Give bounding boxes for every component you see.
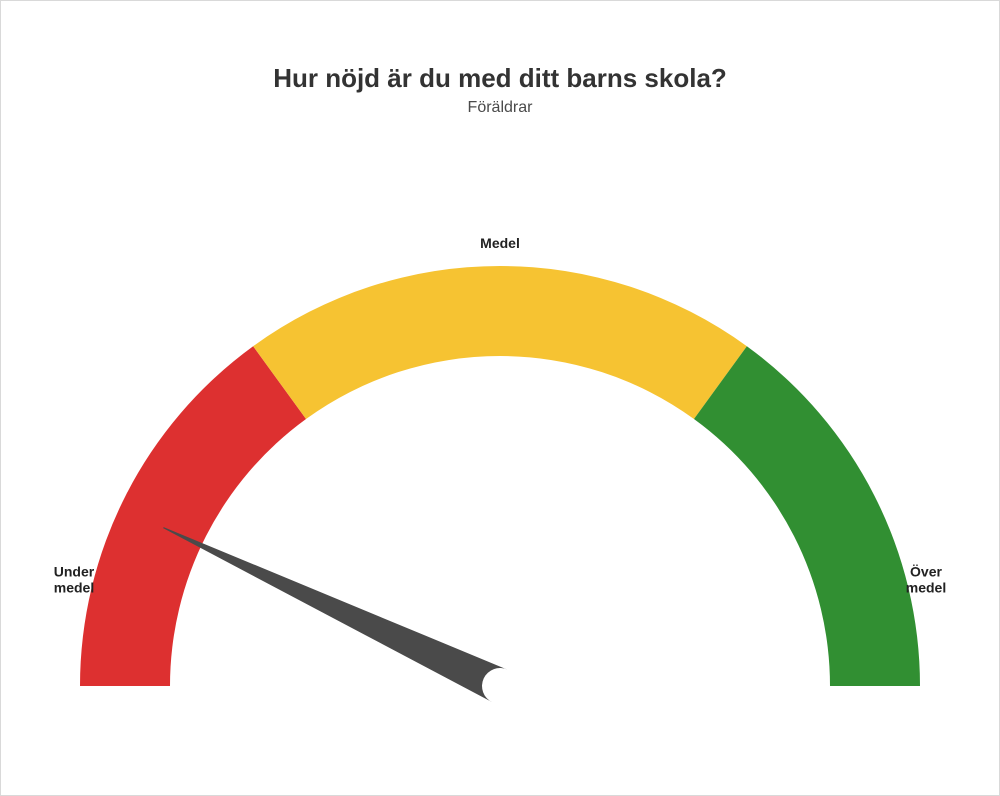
gauge-chart: Undermedel Medel Övermedel [1, 166, 999, 726]
gauge-svg: Undermedel Medel Övermedel [20, 166, 980, 726]
gauge-segment-1 [253, 266, 747, 419]
chart-subtitle: Föräldrar [1, 99, 999, 117]
gauge-label-1: Medel [480, 235, 520, 251]
chart-card: Hur nöjd är du med ditt barns skola? För… [0, 0, 1000, 796]
gauge-needle [163, 527, 508, 702]
gauge-segment-0 [80, 346, 306, 686]
gauge-label-2: Övermedel [906, 564, 946, 596]
gauge-label-0: Undermedel [54, 564, 95, 596]
chart-title: Hur nöjd är du med ditt barns skola? [1, 63, 999, 94]
gauge-segment-2 [694, 346, 920, 686]
